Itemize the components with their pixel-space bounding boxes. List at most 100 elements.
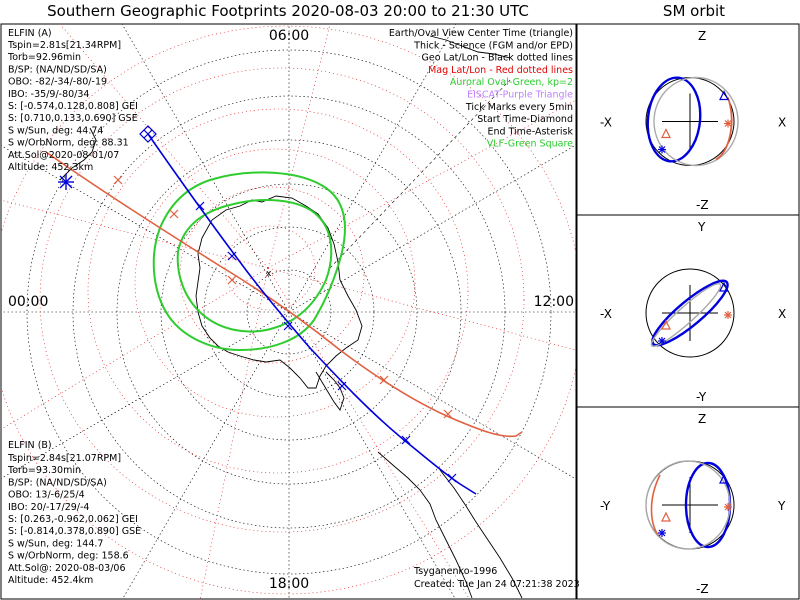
- elfin-a-info-line: S: [-0.574,0.128,0.808] GEI: [8, 101, 138, 112]
- view-direction-line: [329, 79, 511, 269]
- orbit-axis-label-top: Y: [697, 220, 706, 234]
- map-frame: [0, 23, 577, 600]
- elfin-b-info-line: Tspin=2.84s[21.07RPM]: [7, 453, 121, 464]
- elfin-b-orbit-highlight: [715, 97, 733, 161]
- orbit-axis-label-right: X: [778, 307, 786, 321]
- orbit-panel-2: Y -Y -X X: [600, 220, 786, 404]
- elfin-a-info-line: Altitude: 452.3km: [8, 162, 93, 173]
- end-time-asterisk: [658, 529, 666, 537]
- orbit-axis-label-top: Z: [698, 412, 706, 426]
- elfin-b-orbit-highlight: [650, 474, 661, 536]
- view-center-triangle: [661, 319, 671, 330]
- elfin-b-info-line: S w/OrbNorm, deg: 158.6: [8, 551, 129, 562]
- elfin-b-track: [45, 151, 523, 438]
- elfin-b-info-line: B/SP: (NA/ND/SD/SA): [8, 477, 107, 488]
- antarctic-peninsula: [315, 371, 345, 411]
- elfin-b-tick-marks: [113, 175, 453, 419]
- legend-item: End Time-Asterisk: [487, 126, 573, 137]
- elfin-a-track: [147, 133, 477, 495]
- clock-label-top: 06:00: [269, 28, 309, 44]
- legend-item: Tick Marks every 5min: [465, 102, 573, 113]
- elfin-a-info-line: S w/Sun, deg: 44.74: [8, 125, 103, 136]
- elfin-b-info-line: S: [-0.814,0.378,0.890] GSE: [8, 526, 141, 537]
- clock-label-right: 12:00: [534, 294, 574, 310]
- end-time-asterisk: [658, 337, 666, 345]
- view-center-triangle: [661, 128, 671, 139]
- orbit-panels: Z -Z -X X Y -Y -X X Z -Z -Y Y: [600, 29, 786, 596]
- legend-item: Mag Lat/Lon - Red dotted lines: [428, 65, 573, 76]
- clock-label-bottom: 18:00: [269, 576, 309, 592]
- footer-created: Created: Tue Jan 24 07:21:38 2023: [414, 579, 580, 590]
- legend: Earth/Oval View Center Time (triangle)Th…: [389, 28, 574, 150]
- elfin-a-info: Tspin=2.81s[21.34RPM]Torb=92.96minB/SP: …: [7, 40, 138, 173]
- elfin-a-info-line: OBO: -82/-34/-80/-19: [8, 77, 107, 88]
- south-america-coastline: [377, 451, 523, 599]
- orbit-panel-3: Z -Z -Y Y: [600, 412, 786, 596]
- legend-item: Thick - Science (FGM and/or EPD): [413, 40, 573, 51]
- australia-coastline: [429, 35, 511, 59]
- legend-item: Geo Lat/Lon - Black dotted lines: [421, 53, 573, 64]
- view-center-triangle: [719, 281, 729, 292]
- orbit-axis-label-left: -X: [600, 307, 612, 321]
- elfin-b-orbit: [650, 282, 722, 348]
- geo-grid: [1, 24, 576, 599]
- elfin-a-start-diamond: [139, 125, 157, 143]
- clock-label-left: 00:00: [8, 294, 48, 310]
- end-time-asterisk: [658, 145, 666, 154]
- antarctica-coastline: [195, 195, 363, 389]
- end-time-asterisk: [724, 119, 732, 128]
- elfin-b-info-line: OBO: 13/-6/25/4: [8, 490, 85, 501]
- orbit-axis-label-bottom: -Y: [696, 390, 707, 404]
- elfin-a-info-line: S w/OrbNorm, deg: 88.31: [8, 138, 129, 149]
- elfin-b-info-line: Att.Sol@: 2020-08-03/06: [8, 563, 126, 574]
- elfin-a-orbit: [651, 279, 729, 347]
- elfin-a-tick-marks: [195, 201, 457, 483]
- mag-pole-marker: x: [266, 269, 272, 279]
- elfin-b-info-line: Torb=93.30min: [7, 465, 81, 476]
- orbit-panel-1: Z -Z -X X: [600, 29, 786, 212]
- elfin-b-info-line: S w/Sun, deg: 144.7: [8, 538, 103, 549]
- orbit-axis-label-bottom: -Z: [696, 198, 709, 212]
- map-area: x: [1, 24, 576, 599]
- view-center-triangle: [719, 90, 729, 101]
- elfin-a-header: ELFIN (A): [8, 28, 52, 39]
- elfin-b-info-line: Altitude: 452.4km: [8, 575, 93, 586]
- orbit-axis-label-right: X: [778, 116, 786, 130]
- earth-circle: [645, 268, 735, 358]
- elfin-a-info-line: B/SP: (NA/ND/SD/SA): [8, 64, 107, 75]
- orbit-axis-label-left: -Y: [600, 499, 611, 513]
- auroral-oval-outer: [152, 171, 346, 352]
- legend-item: Auroral Oval-Green, kp=2: [450, 77, 573, 88]
- orbit-title: SM orbit: [663, 2, 725, 20]
- elfin-a-info-line: Torb=92.96min: [7, 52, 81, 63]
- legend-item: EISCAT-Purple Triangle: [467, 90, 573, 101]
- auroral-oval-inner: [176, 199, 333, 333]
- elfin-b-info: Tspin=2.84s[21.07RPM]Torb=93.30minB/SP: …: [7, 453, 141, 586]
- view-center-triangle: [719, 473, 729, 484]
- orbit-axis-label-left: -X: [600, 116, 612, 130]
- elfin-a-info-line: Tspin=2.81s[21.34RPM]: [7, 40, 121, 51]
- elfin-b-info-line: S: [0.263,-0.962,0.062] GEI: [8, 514, 138, 525]
- elfin-a-info-line: Att.Sol@2020-08-01/07: [8, 150, 119, 161]
- orbit-axis-label-top: Z: [698, 29, 706, 43]
- africa-coastline: [59, 127, 97, 181]
- end-time-asterisk: [724, 503, 732, 511]
- orbit-axis-label-bottom: -Z: [696, 582, 709, 596]
- orbit-axis-label-right: Y: [777, 499, 786, 513]
- elfin-a-end-asterisk: [58, 174, 74, 190]
- view-center-triangle: [661, 511, 671, 522]
- legend-item: Start Time-Diamond: [477, 114, 573, 125]
- legend-item: Earth/Oval View Center Time (triangle): [389, 28, 573, 39]
- mag-grid: [1, 24, 576, 599]
- orbit-panels-frame: [576, 23, 800, 600]
- elfin-a-info-line: IBO: -35/9/-80/34: [8, 89, 89, 100]
- elfin-b-header: ELFIN (B): [8, 440, 52, 451]
- elfin-b-info-line: IBO: 20/-17/29/-4: [8, 502, 89, 513]
- end-time-asterisk: [724, 311, 732, 319]
- legend-item: VLF-Green Square: [487, 139, 573, 150]
- elfin-a-orbit: [646, 76, 702, 163]
- figure-title: Southern Geographic Footprints 2020-08-0…: [47, 2, 529, 20]
- elfin-b-orbit: [653, 76, 739, 167]
- elfin-a-info-line: S: [0.710,0.133,0.690] GSE: [8, 113, 138, 124]
